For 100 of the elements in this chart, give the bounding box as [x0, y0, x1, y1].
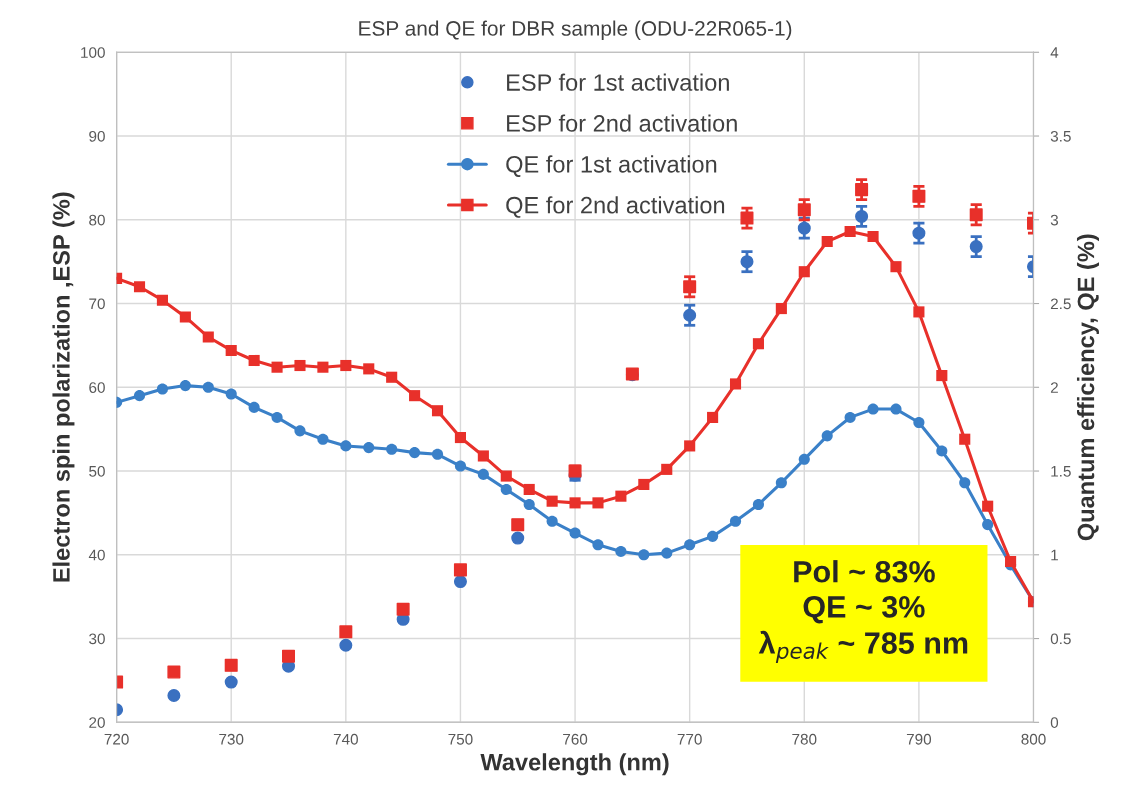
x-axis-title: Wavelength (nm) [480, 753, 669, 776]
chart-title: ESP and QE for DBR sample (ODU-22R065-1) [359, 20, 792, 40]
point [844, 225, 856, 238]
point [224, 675, 238, 689]
point [729, 378, 742, 390]
point [890, 261, 902, 273]
point [684, 539, 696, 551]
point [729, 515, 742, 527]
point [523, 498, 535, 511]
x-tick-label: 770 [677, 733, 702, 745]
point [592, 497, 604, 509]
y2-tick-label: 2 [1050, 382, 1058, 393]
point [969, 240, 983, 254]
point [740, 255, 754, 269]
point [248, 354, 260, 367]
x-tick-label: 740 [333, 733, 358, 745]
point [202, 381, 214, 393]
point [224, 658, 238, 672]
y2-axis-title: Quantum efficiency, QE (%) [1076, 234, 1099, 541]
point [707, 411, 719, 423]
point [546, 515, 558, 527]
y-tick-label: 60 [89, 382, 105, 393]
point [936, 445, 948, 457]
y-tick-label: 30 [89, 633, 105, 645]
legend-label: QE for 2nd activation [506, 196, 725, 218]
point [638, 478, 650, 490]
point [294, 359, 306, 372]
x-tick-label: 780 [792, 733, 817, 745]
point [248, 401, 260, 413]
point [775, 477, 787, 489]
point [453, 575, 467, 589]
point [615, 545, 627, 557]
x-tick-label: 750 [448, 733, 473, 745]
point [477, 468, 489, 480]
y2-tick-label: 4 [1050, 47, 1059, 58]
y-tick-label: 90 [89, 130, 105, 142]
legend-label: QE for 1st activation [506, 155, 717, 177]
point [409, 390, 421, 402]
point [569, 527, 581, 539]
point [913, 416, 925, 429]
point [294, 425, 306, 437]
y-tick-label: 40 [88, 549, 105, 561]
point [431, 405, 444, 417]
point [821, 430, 833, 442]
y2-tick-label: 0 [1050, 717, 1059, 728]
point [855, 209, 869, 223]
point [133, 390, 146, 402]
point [179, 380, 191, 392]
y-tick-label: 20 [89, 717, 105, 728]
point [453, 563, 467, 577]
point [867, 403, 879, 415]
point [477, 450, 489, 462]
point [271, 361, 283, 373]
point [409, 447, 421, 459]
point [821, 236, 833, 248]
point [752, 498, 764, 511]
point [740, 211, 754, 225]
point [500, 470, 512, 482]
point [546, 495, 558, 507]
point [797, 221, 811, 235]
point [271, 411, 283, 423]
y-tick-label: 50 [89, 465, 105, 477]
point [867, 230, 879, 243]
y2-tick-label: 3 [1050, 214, 1059, 226]
point [317, 361, 329, 373]
point [156, 294, 168, 306]
point [202, 331, 214, 343]
point [752, 338, 764, 350]
point [969, 208, 983, 222]
x-tick-label: 730 [219, 733, 244, 745]
point [523, 483, 535, 496]
point [340, 440, 352, 452]
y2-tick-label: 1.5 [1051, 466, 1071, 477]
y2-tick-label: 0.5 [1050, 633, 1071, 645]
point [282, 649, 296, 663]
point [339, 638, 353, 652]
point [339, 625, 353, 639]
point [707, 530, 719, 542]
point [959, 477, 971, 489]
annotation: Pol ~ 83% QE ~ 3% λ$_{peak}$ ~ 785 nm [758, 560, 968, 664]
y-tick-label: 100 [81, 47, 105, 58]
point [615, 490, 627, 502]
y-tick-label: 70 [89, 298, 105, 310]
point [936, 370, 948, 382]
point [855, 183, 869, 197]
point [638, 549, 650, 561]
y-tick-label: 80 [89, 214, 105, 226]
x-tick-label: 800 [1021, 733, 1046, 745]
point [396, 602, 410, 616]
point [167, 665, 181, 679]
x-tick-label: 720 [104, 733, 129, 745]
x-tick-label: 760 [563, 733, 588, 745]
point [797, 203, 811, 217]
point [982, 500, 994, 512]
point [684, 440, 696, 452]
point [661, 463, 673, 475]
point [661, 547, 673, 559]
y-axis-title: Electron spin polarization ,ESP (%) [52, 192, 75, 582]
point [775, 303, 787, 315]
point [156, 383, 168, 395]
